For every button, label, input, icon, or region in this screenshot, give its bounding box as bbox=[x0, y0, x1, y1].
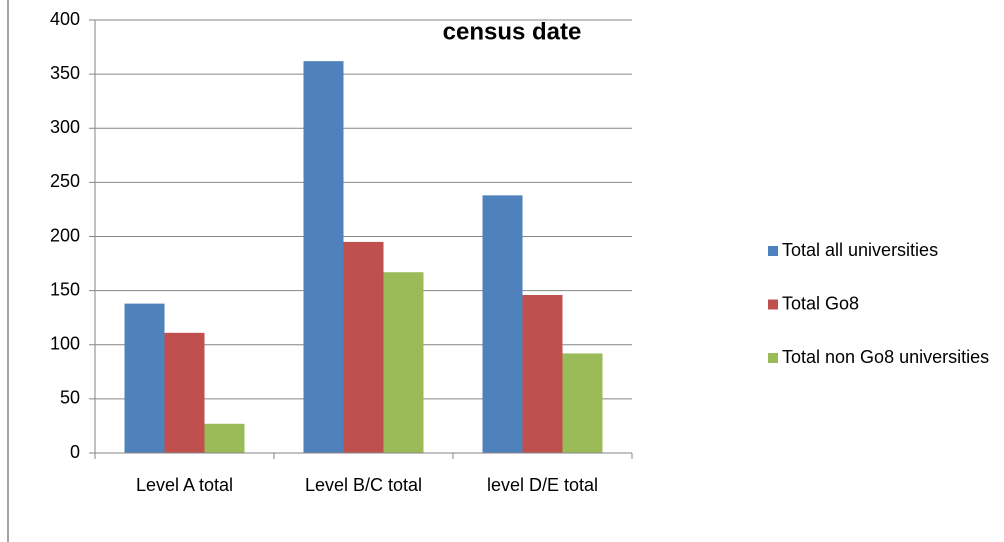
legend-label: Total all universities bbox=[782, 240, 938, 260]
y-tick-label: 50 bbox=[60, 388, 80, 408]
bar bbox=[343, 241, 384, 453]
legend-swatch bbox=[768, 246, 778, 256]
x-tick-label: Level B/C total bbox=[305, 475, 422, 495]
x-tick-label: level D/E total bbox=[487, 475, 598, 495]
bar bbox=[562, 353, 603, 453]
y-tick-label: 300 bbox=[50, 117, 80, 137]
y-tick-label: 100 bbox=[50, 334, 80, 354]
legend-label: Total non Go8 universities bbox=[782, 347, 989, 367]
bar bbox=[164, 332, 205, 453]
y-tick-label: 250 bbox=[50, 171, 80, 191]
bar bbox=[482, 195, 523, 454]
legend-swatch bbox=[768, 353, 778, 363]
x-tick-label: Level A total bbox=[136, 475, 233, 495]
bar bbox=[383, 272, 424, 453]
y-tick-label: 400 bbox=[50, 9, 80, 29]
y-tick-label: 350 bbox=[50, 63, 80, 83]
legend-label: Total Go8 bbox=[782, 293, 859, 313]
y-tick-label: 150 bbox=[50, 279, 80, 299]
bar bbox=[522, 294, 563, 453]
bar bbox=[124, 303, 165, 453]
y-tick-label: 0 bbox=[70, 442, 80, 462]
bar bbox=[303, 61, 344, 453]
y-tick-label: 200 bbox=[50, 225, 80, 245]
chart-title: census date bbox=[443, 18, 582, 45]
bar bbox=[204, 423, 245, 453]
legend-swatch bbox=[768, 299, 778, 310]
